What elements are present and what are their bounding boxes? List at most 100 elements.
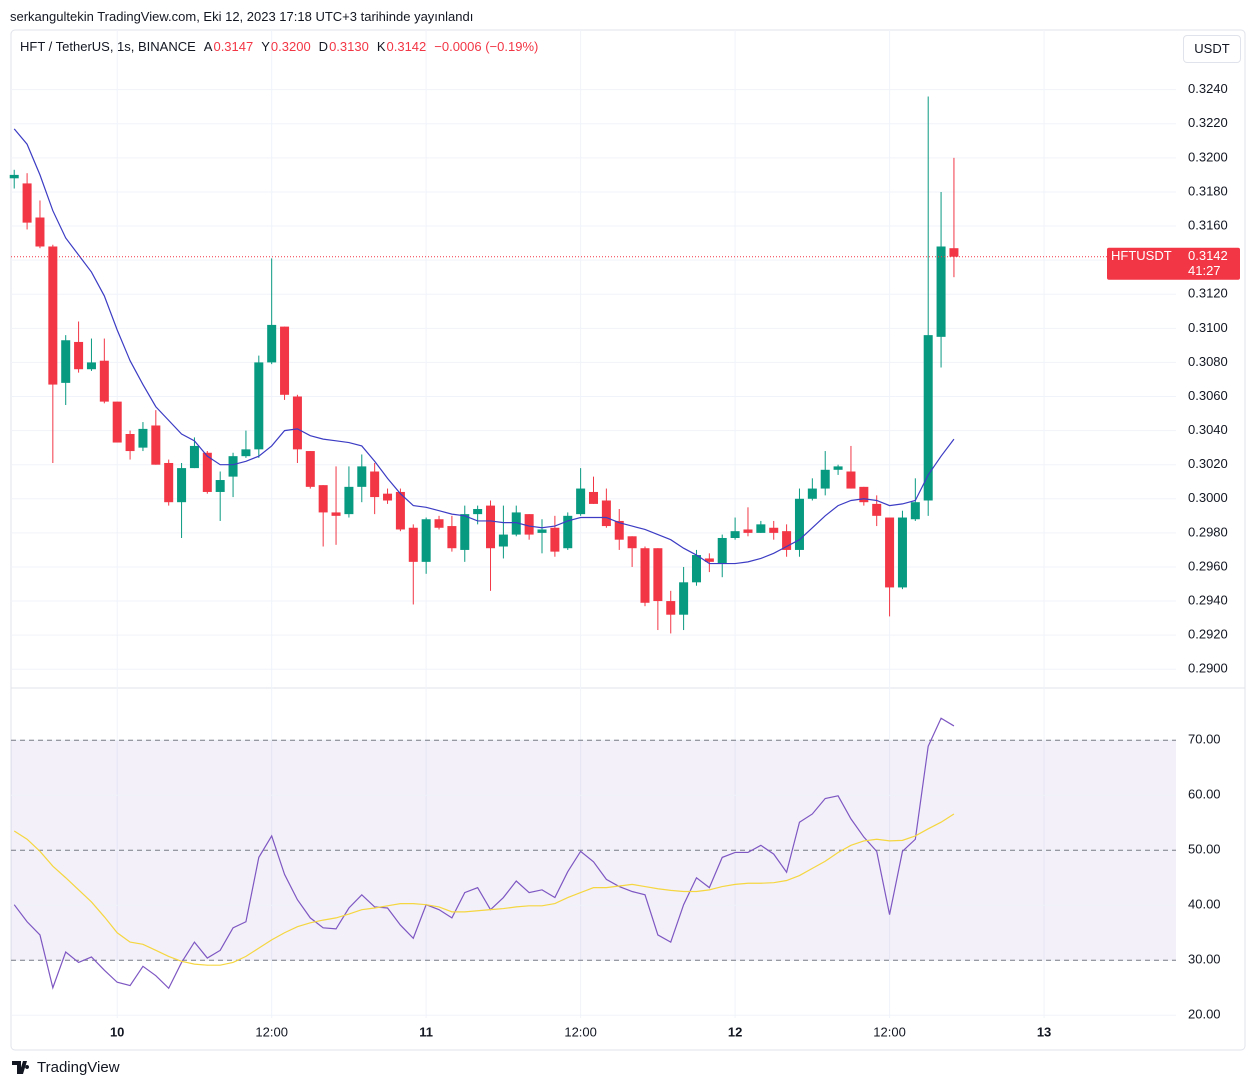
candle-body (653, 548, 663, 602)
y-tick-label: 50.00 (1188, 842, 1221, 857)
ohlc-value: 0.3200 (270, 39, 311, 54)
candle-body (22, 183, 32, 223)
candle-body (498, 534, 508, 547)
candle-body (627, 536, 637, 549)
ohlc-value: 0.3147 (213, 39, 254, 54)
candle-body (344, 486, 354, 515)
y-tick-label: 0.3080 (1188, 354, 1228, 369)
published-note: serkangultekin TradingView.com, Eki 12, … (10, 9, 474, 24)
candle-body (292, 396, 302, 450)
moving-average (13, 128, 955, 565)
candle-body (743, 529, 753, 533)
candle-body (305, 451, 315, 487)
logo (12, 1061, 30, 1074)
candle-body (447, 526, 457, 549)
candle-body (807, 488, 817, 499)
candle-body (601, 500, 611, 527)
y-tick-label: 0.3020 (1188, 456, 1228, 471)
last-price-countdown: 41:27 (1188, 263, 1221, 278)
x-tick-label: 12:00 (873, 1024, 906, 1039)
frame (10, 29, 1246, 1051)
last-price-value: 0.3142 (1188, 248, 1228, 263)
candle-body (936, 246, 946, 337)
y-tick-label: 40.00 (1188, 897, 1221, 912)
candle-body (99, 360, 109, 402)
candle-body (318, 485, 328, 513)
last-price-symbol: HFTUSDT (1111, 248, 1172, 263)
y-tick-label: 0.3040 (1188, 422, 1228, 437)
candle-body (691, 555, 701, 583)
candle-body (846, 471, 856, 489)
candle-body (138, 428, 148, 448)
ohlc-value: 0.3142 (386, 39, 427, 54)
candle-body (511, 512, 521, 535)
ohlc-key: Y (261, 39, 270, 54)
candle-body (473, 509, 483, 515)
y-tick-label: 30.00 (1188, 952, 1221, 967)
y-tick-label: 60.00 (1188, 787, 1221, 802)
x-tick-label: 11 (419, 1024, 433, 1039)
x-tick-label: 13 (1037, 1024, 1051, 1039)
x-tick-label: 12 (728, 1024, 742, 1039)
candle-body (524, 514, 534, 535)
ohlc-key: K (376, 39, 386, 54)
y-tick-label: 0.2920 (1188, 627, 1228, 642)
candle-body (769, 527, 779, 533)
candle-body (357, 466, 367, 487)
ohlc-key: D (318, 39, 329, 54)
legend: HFT / TetherUS, 1s, BINANCE A0.3147 Y0.320… (20, 39, 546, 54)
last-price-box (1107, 247, 1240, 280)
candle-body (241, 449, 251, 457)
candle-body (370, 471, 380, 498)
candle-body (730, 531, 740, 538)
ohlc: A0.3147 Y0.3200 D0.3130 K0.3142 (204, 39, 434, 54)
candle-body (254, 362, 264, 450)
candle-body (666, 601, 676, 615)
candle-body (202, 452, 212, 492)
candle-body (537, 529, 547, 533)
candle-body (267, 324, 277, 363)
candle-body (640, 548, 650, 603)
candle-body (408, 527, 418, 562)
candle-body (164, 462, 174, 503)
candle-body (280, 326, 290, 395)
candle-body (460, 514, 470, 550)
candle-body (189, 445, 199, 469)
y-tick-label: 0.3200 (1188, 149, 1228, 164)
candle-body (756, 524, 766, 533)
candle-body (859, 486, 869, 503)
change: −0.0006 (−0.19%) (434, 39, 539, 54)
candle-body (614, 520, 624, 540)
candle-body (215, 480, 225, 492)
candle-body (112, 401, 122, 443)
candle-body (86, 362, 96, 370)
candle-body (588, 491, 599, 504)
candle-body (576, 488, 586, 515)
candle-body (872, 503, 882, 516)
candle-body (550, 527, 560, 552)
candle-body (74, 341, 84, 370)
candle-body (794, 498, 804, 550)
candle-body (782, 531, 792, 550)
ohlc-value: 0.3130 (329, 39, 369, 54)
candle-body (35, 217, 45, 247)
y-tick-label: 0.3060 (1188, 388, 1228, 403)
y-tick-label: 0.2940 (1188, 592, 1228, 607)
candle-body (717, 537, 727, 564)
candle-body (9, 174, 19, 179)
ohlc-key: A (203, 39, 213, 54)
candle-body (486, 505, 496, 549)
brand: TradingView (37, 1059, 120, 1076)
y-tick-label: 0.2960 (1188, 558, 1228, 573)
y-tick-label: 0.3000 (1188, 490, 1228, 505)
candle-body (151, 425, 161, 465)
candle-body (897, 517, 907, 588)
candle-body (383, 493, 393, 501)
currency-button[interactable]: USDT (1183, 35, 1241, 63)
candle-body (48, 246, 58, 385)
candle-body (434, 519, 444, 528)
candle-body (563, 515, 573, 549)
x-tick-label: 12:00 (564, 1024, 597, 1039)
y-tick-label: 70.00 (1188, 732, 1221, 747)
candle-body (704, 558, 714, 562)
